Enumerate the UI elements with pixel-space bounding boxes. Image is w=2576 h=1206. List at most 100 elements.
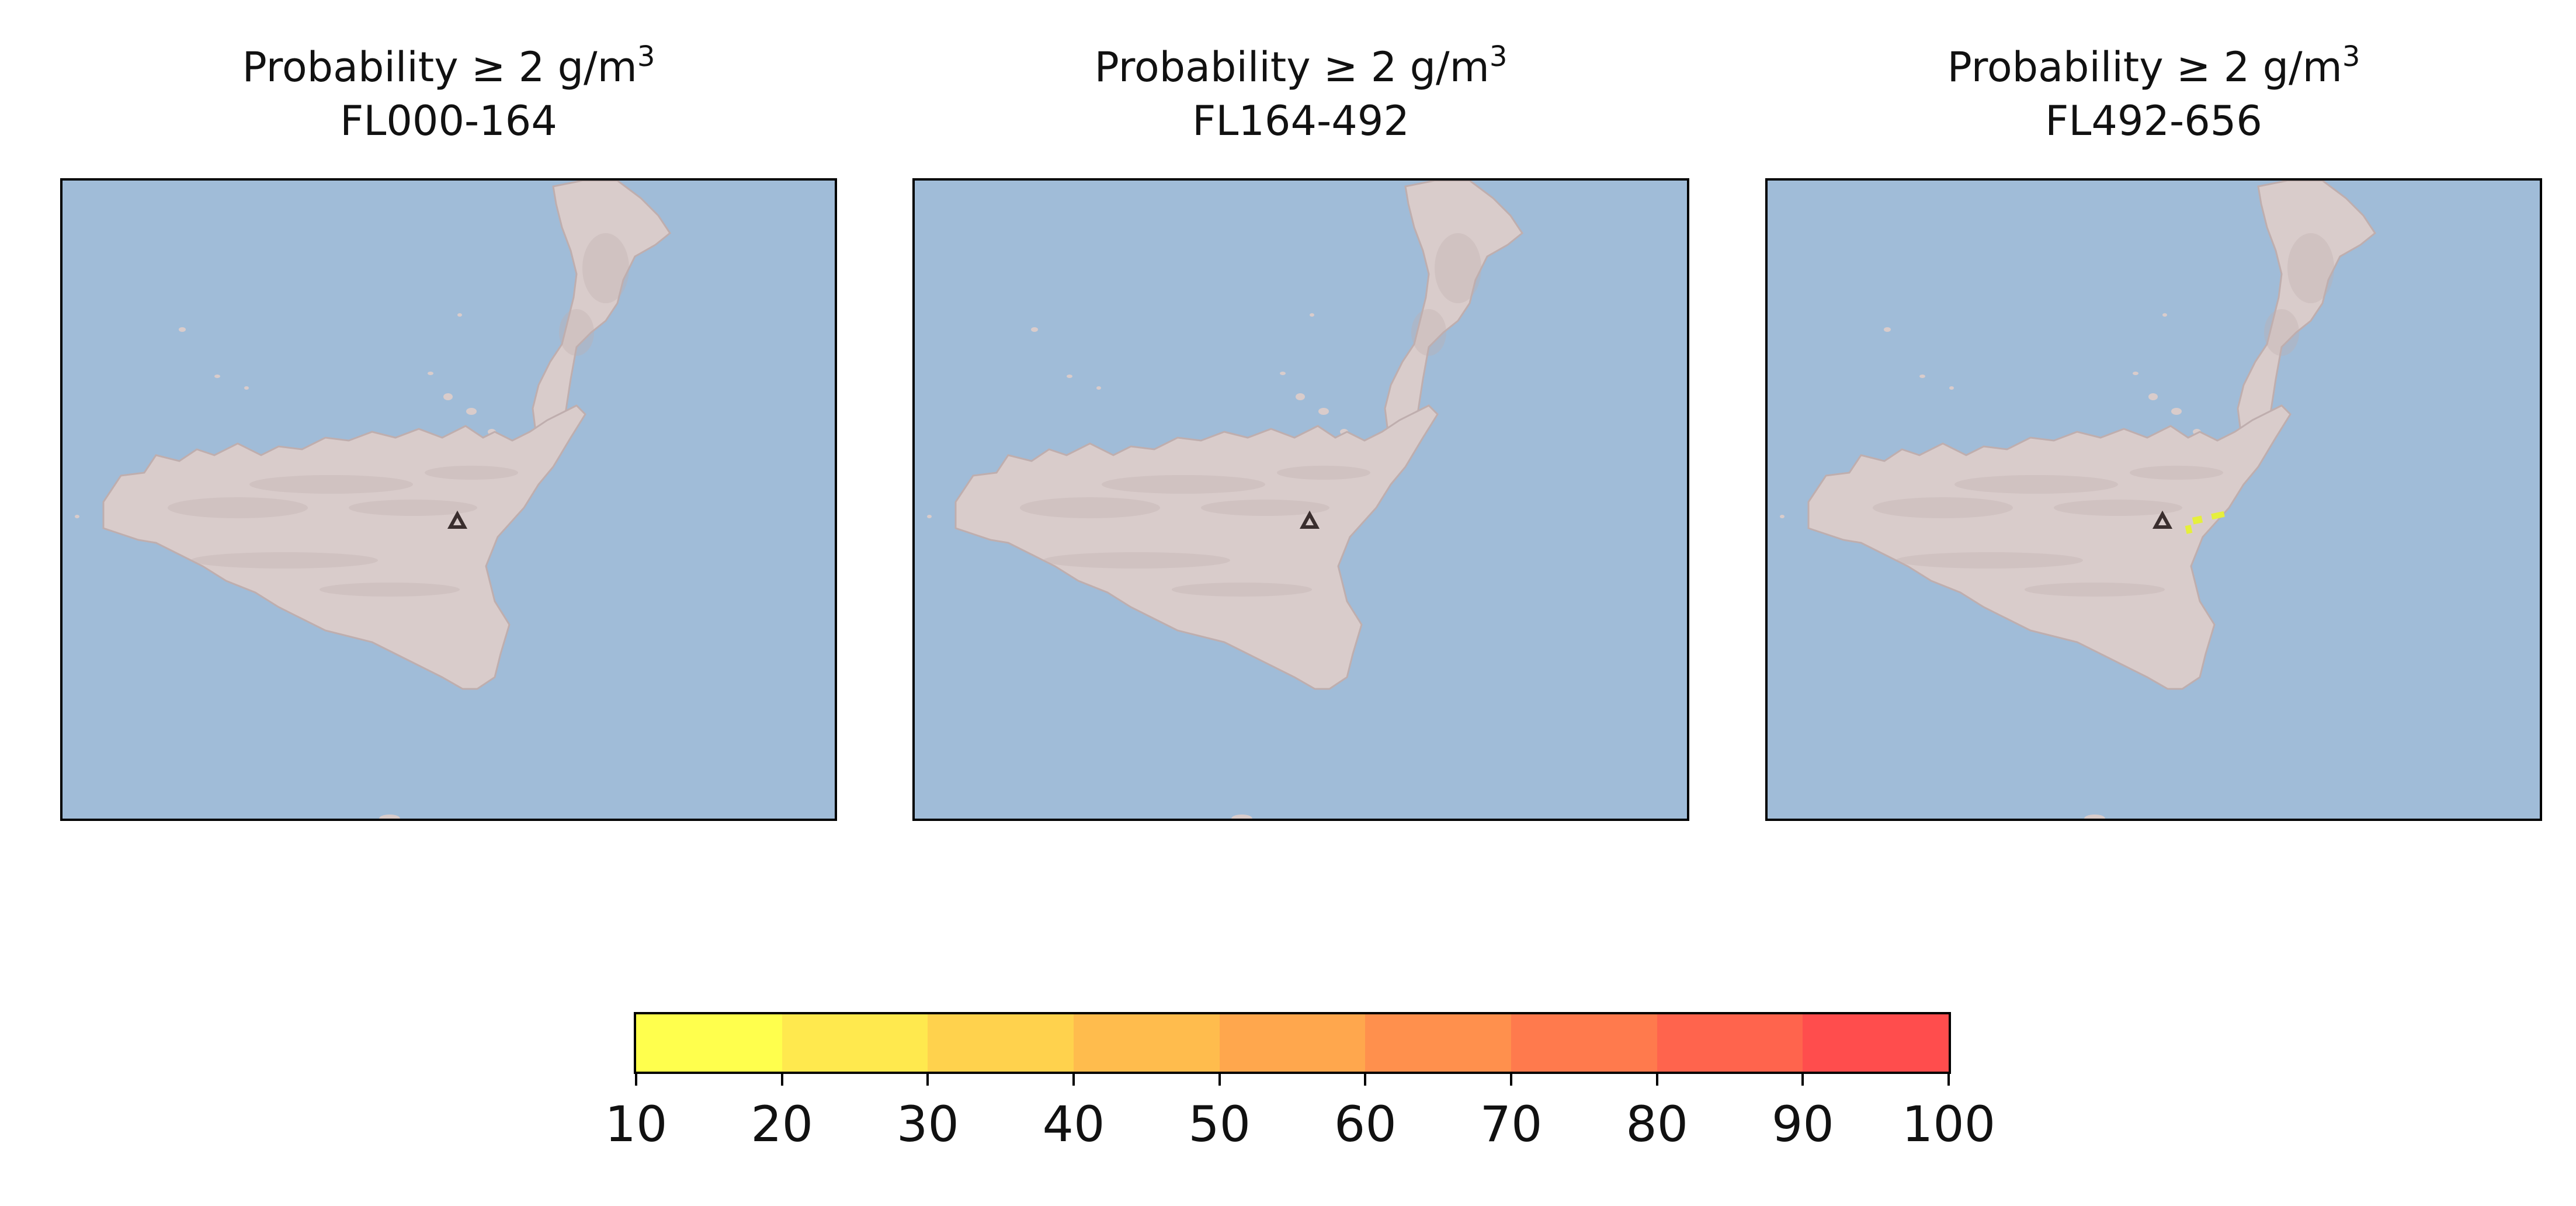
island (457, 313, 462, 317)
panel-title-superscript: 3 (637, 40, 655, 73)
colorbar-ticks: 10 20 30 40 50 60 70 80 90 100 (605, 1072, 1995, 1153)
colorbar-tick-label: 90 (1771, 1096, 1834, 1153)
colorbar-tick-label: 30 (896, 1096, 959, 1153)
colorbar-tick (1072, 1072, 1075, 1086)
island (927, 515, 932, 518)
colorbar-segment (1219, 1014, 1366, 1072)
colorbar-segment (1365, 1014, 1512, 1072)
colorbar-tick (1510, 1072, 1512, 1086)
island (1310, 313, 1314, 317)
colorbar-tick (1364, 1072, 1367, 1086)
panel-subtitle: FL164-492 (1192, 97, 1409, 145)
terrain-relief (1172, 583, 1312, 597)
terrain-relief (249, 475, 413, 494)
map-frame (912, 178, 1689, 821)
colorbar-tick-label: 40 (1042, 1096, 1105, 1153)
colorbar-tick (1218, 1072, 1221, 1086)
sicily-landmass (954, 404, 1439, 690)
island (75, 515, 79, 518)
panel-subtitle: FL492-656 (2045, 97, 2262, 145)
island (2084, 815, 2105, 819)
island (428, 372, 433, 375)
island (1067, 375, 1072, 378)
colorbar-tick (926, 1072, 929, 1086)
terrain-relief (1201, 500, 1329, 516)
island (1919, 375, 1925, 378)
map-frame (1765, 178, 2542, 821)
panel-title: Probability ≥ 2 g/m3 (1765, 41, 2542, 93)
colorbar-segment (636, 1014, 782, 1072)
terrain-relief (2130, 466, 2223, 480)
terrain-relief (559, 309, 594, 356)
island (2162, 313, 2167, 317)
probability-colorbar (634, 1012, 1951, 1074)
terrain-relief (1873, 497, 2013, 518)
panel-title-superscript: 3 (2342, 40, 2360, 73)
colorbar-tick (1801, 1072, 1804, 1086)
panel-subtitle: FL000-164 (340, 97, 557, 145)
ash-probability-cell (2192, 515, 2203, 525)
map-canvas (63, 181, 835, 819)
colorbar-segment (1074, 1014, 1220, 1072)
terrain-relief (168, 497, 308, 518)
island (1780, 515, 1785, 518)
terrain-relief (2025, 583, 2165, 597)
sicily-landmass (102, 404, 586, 690)
terrain-relief (1277, 466, 1370, 480)
colorbar-tick (635, 1072, 637, 1086)
terrain-relief (425, 466, 518, 480)
colorbar-tick-label: 100 (1901, 1096, 1996, 1153)
island (379, 815, 400, 819)
colorbar-tick (1655, 1072, 1658, 1086)
island (2133, 372, 2138, 375)
colorbar-tick-label: 80 (1626, 1096, 1689, 1153)
panel-title-text: Probability ≥ 2 g/m (242, 43, 637, 91)
colorbar-tick (780, 1072, 783, 1086)
volcano-marker-icon (447, 510, 468, 529)
volcano-marker-icon (1299, 510, 1320, 529)
panel-title-text: Probability ≥ 2 g/m (1947, 43, 2342, 91)
colorbar-segment (1657, 1014, 1803, 1072)
terrain-relief (2264, 309, 2299, 356)
island (214, 375, 220, 378)
island (179, 327, 186, 332)
terrain-relief (2054, 500, 2182, 516)
terrain-relief (1102, 475, 1265, 494)
sicily-landmass (1807, 404, 2292, 690)
ash-probability-cell (2185, 525, 2193, 534)
terrain-relief (2287, 233, 2334, 303)
colorbar-tick-label: 20 (751, 1096, 814, 1153)
island (1280, 372, 1286, 375)
panel-title-text: Probability ≥ 2 g/m (1094, 43, 1490, 91)
terrain-relief (1896, 552, 2083, 569)
panel-title: Probability ≥ 2 g/m3 (60, 41, 837, 93)
island (1949, 386, 1954, 390)
volcano-marker-icon (2152, 510, 2173, 529)
island (1884, 327, 1891, 332)
panel-title: Probability ≥ 2 g/m3 (912, 41, 1689, 93)
terrain-relief (1411, 309, 1446, 356)
ash-probability-cell (2211, 511, 2225, 520)
terrain-relief (1954, 475, 2118, 494)
colorbar-segment (782, 1014, 928, 1072)
island (1096, 386, 1101, 390)
terrain-relief (320, 583, 460, 597)
island (1231, 815, 1252, 819)
colorbar-segment (1511, 1014, 1657, 1072)
terrain-relief (582, 233, 629, 303)
terrain-relief (1043, 552, 1230, 569)
colorbar-tick-label: 70 (1480, 1096, 1543, 1153)
island (443, 393, 453, 400)
colorbar-segment (1803, 1014, 1949, 1072)
terrain-relief (349, 500, 477, 516)
map-canvas (915, 181, 1687, 819)
island (1031, 327, 1038, 332)
map-frame (60, 178, 837, 821)
colorbar-tick-label: 50 (1188, 1096, 1251, 1153)
island (244, 386, 249, 390)
colorbar-tick-label: 10 (605, 1096, 668, 1153)
panel-title-superscript: 3 (1489, 40, 1508, 73)
terrain-relief (1435, 233, 1481, 303)
terrain-relief (1020, 497, 1160, 518)
colorbar-tick (1947, 1072, 1950, 1086)
